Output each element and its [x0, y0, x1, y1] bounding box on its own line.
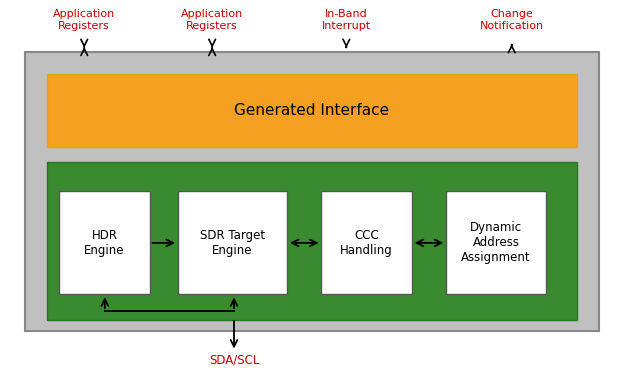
Text: Application
Registers: Application Registers [53, 9, 115, 31]
Text: SDR Target
Engine: SDR Target Engine [200, 229, 265, 257]
Text: SDA/SCL: SDA/SCL [209, 353, 259, 366]
Bar [59, 191, 150, 294]
Text: Generated Interface: Generated Interface [235, 103, 389, 118]
Text: CCC
Handling: CCC Handling [340, 229, 393, 257]
Bar [446, 191, 546, 294]
Text: Application
Registers: Application Registers [181, 9, 243, 31]
Text: Dynamic
Address
Assignment: Dynamic Address Assignment [461, 222, 531, 264]
Bar [47, 162, 577, 320]
Bar [47, 74, 577, 147]
Text: In-Band
Interrupt: In-Band Interrupt [322, 9, 371, 31]
Text: HDR
Engine: HDR Engine [84, 229, 125, 257]
Text: Change
Notification: Change Notification [480, 9, 544, 31]
Bar [178, 191, 287, 294]
Bar [321, 191, 412, 294]
Bar [25, 52, 599, 331]
